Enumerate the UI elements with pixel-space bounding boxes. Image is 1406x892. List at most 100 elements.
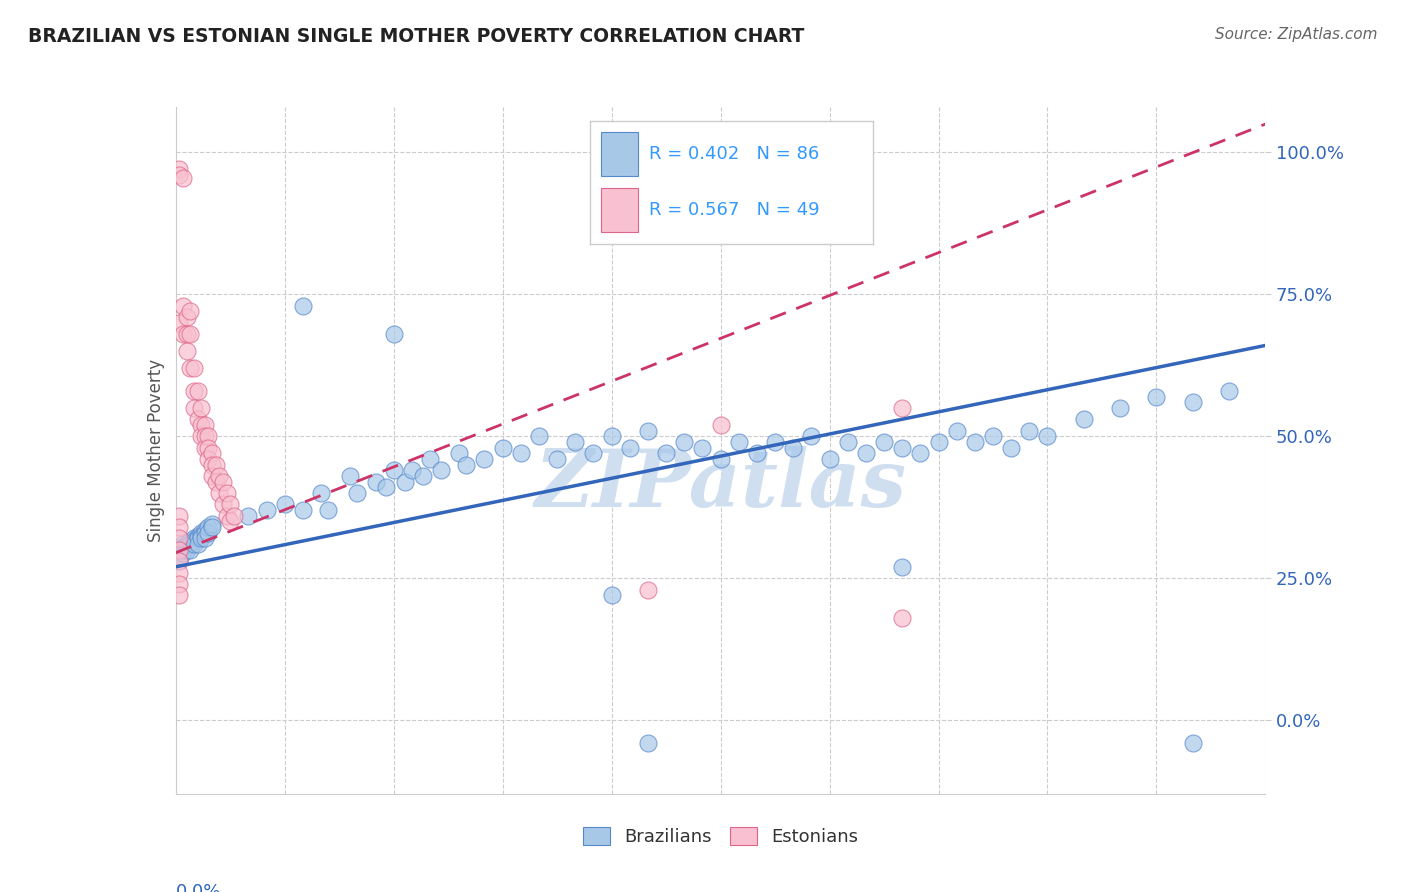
Point [382,463,405,477]
Point [655,446,678,460]
Point [172,537,194,551]
Point [172,299,194,313]
Point [215,486,238,500]
Point [212,475,235,489]
Point [169,546,191,560]
Point [183,384,205,398]
Point [963,434,986,449]
Point [1000,441,1022,455]
Point [928,434,950,449]
Point [179,361,201,376]
Point [1146,390,1168,404]
Point [179,534,201,549]
Point [172,171,194,186]
Point [1036,429,1059,443]
Point [382,327,405,342]
Point [692,441,714,455]
Point [412,469,434,483]
Point [201,517,224,532]
Point [1218,384,1240,398]
Point [186,537,209,551]
Point [619,441,641,455]
Point [169,520,191,534]
Point [318,503,340,517]
Text: ZIPatlas: ZIPatlas [534,446,907,524]
Legend: Brazilians, Estonians: Brazilians, Estonians [575,820,866,854]
Text: Source: ZipAtlas.com: Source: ZipAtlas.com [1215,27,1378,42]
Point [238,508,260,523]
Point [176,310,198,324]
Point [763,434,786,449]
Point [873,434,896,449]
Point [637,424,659,438]
Point [215,508,238,523]
Point [546,452,568,467]
Point [194,417,217,432]
Point [447,446,470,460]
Point [419,452,441,467]
Point [1018,424,1040,438]
Text: 0.0%: 0.0% [176,883,221,892]
Point [456,458,478,472]
Point [782,441,804,455]
Point [197,520,219,534]
Point [183,534,205,549]
Point [745,446,768,460]
Point [201,446,224,460]
Point [981,429,1004,443]
Point [339,469,361,483]
Point [256,503,278,517]
Point [430,463,453,477]
Point [169,542,191,557]
Point [291,299,314,313]
Point [194,525,217,540]
Point [800,429,823,443]
Point [194,532,217,546]
Point [183,401,205,415]
Point [169,551,191,566]
Point [186,384,209,398]
Point [582,446,605,460]
Point [194,429,217,443]
Point [190,525,212,540]
Point [891,441,914,455]
Point [1073,412,1095,426]
Point [183,532,205,546]
Point [204,458,226,472]
Point [673,434,696,449]
Point [492,441,515,455]
Point [204,475,226,489]
Point [179,537,201,551]
Point [212,497,235,511]
Text: BRAZILIAN VS ESTONIAN SINGLE MOTHER POVERTY CORRELATION CHART: BRAZILIAN VS ESTONIAN SINGLE MOTHER POVE… [28,27,804,45]
Point [176,344,198,359]
Point [375,480,398,494]
Point [637,736,659,750]
Point [837,434,859,449]
Point [186,532,209,546]
Point [172,327,194,342]
Point [855,446,877,460]
Point [176,537,198,551]
Point [222,508,245,523]
Point [194,441,217,455]
Point [169,577,191,591]
Point [172,546,194,560]
Point [891,401,914,415]
Point [291,503,314,517]
Point [600,429,623,443]
Point [1109,401,1132,415]
Point [474,452,496,467]
Point [190,417,212,432]
Point [219,515,242,529]
Point [201,520,224,534]
Point [190,429,212,443]
Point [208,486,231,500]
Point [309,486,332,500]
Point [183,361,205,376]
Point [201,458,224,472]
Point [169,508,191,523]
Point [910,446,932,460]
Point [197,525,219,540]
Point [727,434,749,449]
